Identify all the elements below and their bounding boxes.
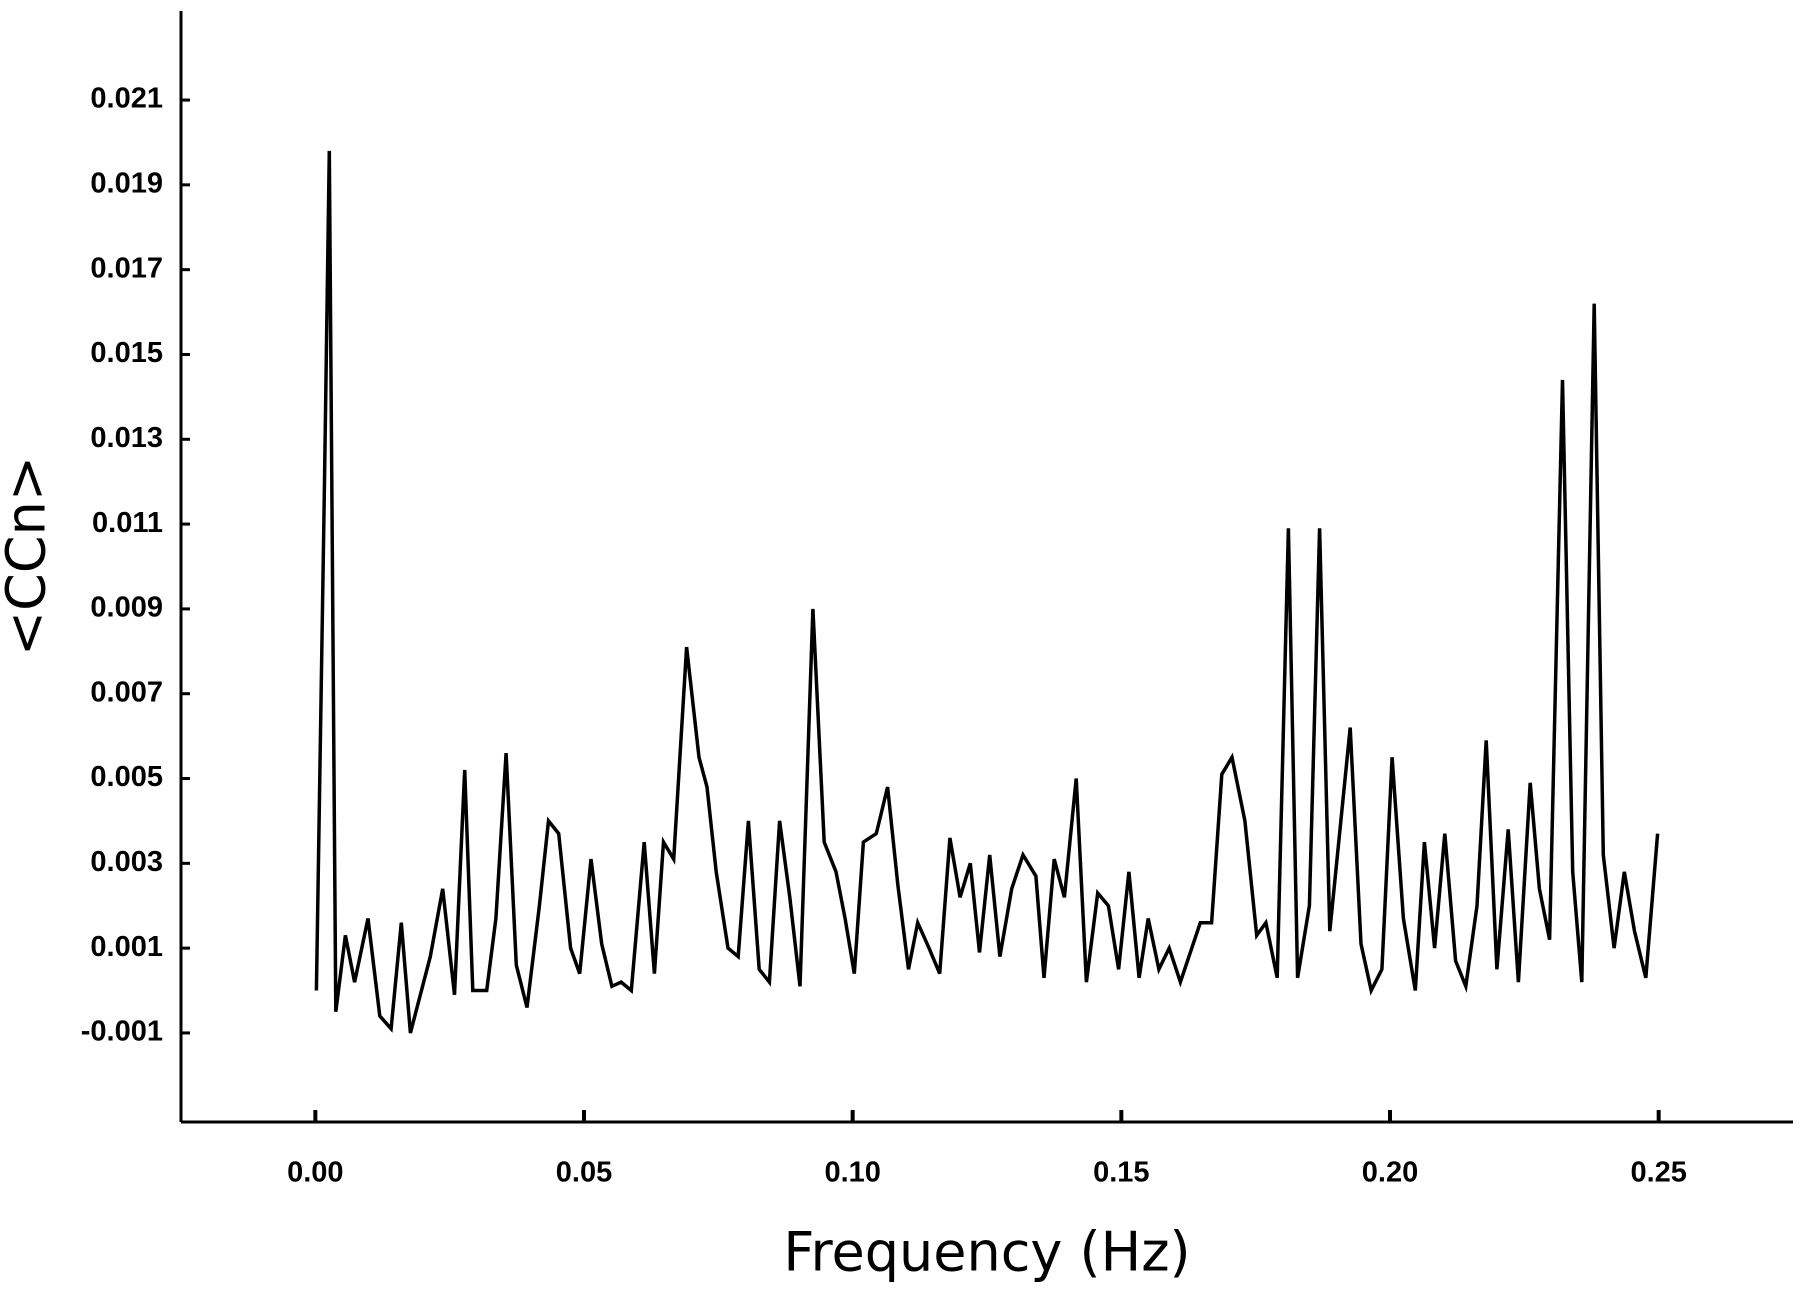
y-tick-label: 0.013 xyxy=(90,422,163,454)
x-tick-label: 0.05 xyxy=(556,1157,612,1189)
y-tick-label: 0.017 xyxy=(90,252,163,284)
data-line xyxy=(314,150,1660,1034)
y-tick-label: 0.003 xyxy=(90,846,163,878)
x-axis-title: Frequency (Hz) xyxy=(783,1221,1190,1284)
y-tick-label: 0.015 xyxy=(90,337,163,369)
y-tick-label: 0.021 xyxy=(90,83,163,115)
x-tick-label: 0.20 xyxy=(1362,1157,1418,1189)
x-tick-label: 0.25 xyxy=(1630,1157,1686,1189)
y-tick-label: 0.005 xyxy=(90,761,163,793)
x-tick-label: 0.15 xyxy=(1093,1157,1149,1189)
y-tick-label: -0.001 xyxy=(81,1016,163,1048)
x-tick-label: 0.10 xyxy=(824,1157,880,1189)
y-tick-label: 0.009 xyxy=(90,592,163,624)
y-tick-label: 0.011 xyxy=(92,507,163,539)
x-tick-label: 0.00 xyxy=(287,1157,343,1189)
y-tick-label: 0.007 xyxy=(90,676,163,708)
y-axis-title: <CCn> xyxy=(0,456,58,656)
y-tick-label: 0.019 xyxy=(90,168,163,200)
y-tick-label: 0.001 xyxy=(90,931,163,963)
